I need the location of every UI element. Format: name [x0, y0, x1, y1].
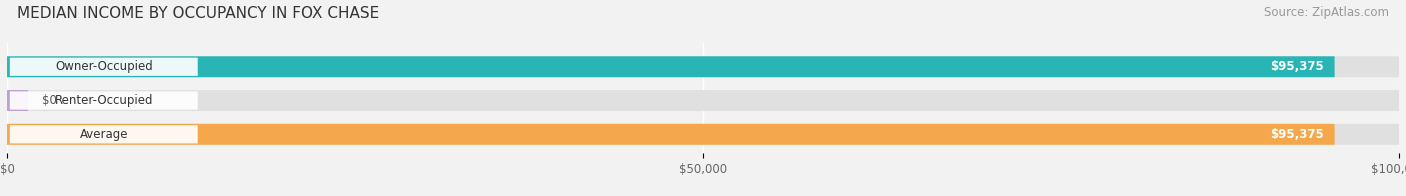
- FancyBboxPatch shape: [7, 56, 1399, 77]
- Text: $0: $0: [42, 94, 56, 107]
- FancyBboxPatch shape: [10, 58, 198, 76]
- FancyBboxPatch shape: [10, 91, 198, 110]
- Text: Source: ZipAtlas.com: Source: ZipAtlas.com: [1264, 6, 1389, 19]
- FancyBboxPatch shape: [7, 124, 1334, 145]
- FancyBboxPatch shape: [10, 125, 198, 143]
- Text: MEDIAN INCOME BY OCCUPANCY IN FOX CHASE: MEDIAN INCOME BY OCCUPANCY IN FOX CHASE: [17, 6, 380, 21]
- Text: $95,375: $95,375: [1270, 60, 1323, 73]
- Text: Average: Average: [80, 128, 128, 141]
- Text: $95,375: $95,375: [1270, 128, 1323, 141]
- Text: Renter-Occupied: Renter-Occupied: [55, 94, 153, 107]
- Text: Owner-Occupied: Owner-Occupied: [55, 60, 153, 73]
- FancyBboxPatch shape: [7, 56, 1334, 77]
- FancyBboxPatch shape: [7, 90, 1399, 111]
- FancyBboxPatch shape: [7, 124, 1399, 145]
- FancyBboxPatch shape: [7, 90, 28, 111]
